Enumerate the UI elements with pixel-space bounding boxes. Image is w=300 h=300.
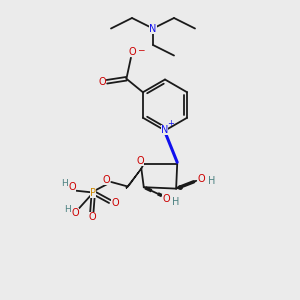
Text: O: O (111, 198, 119, 208)
Text: N: N (149, 23, 157, 34)
Text: H: H (172, 196, 179, 207)
Text: N: N (161, 125, 168, 135)
Text: O: O (88, 212, 96, 222)
Text: O: O (98, 77, 106, 87)
Text: H: H (64, 205, 70, 214)
Text: O: O (163, 194, 170, 204)
Text: O: O (129, 47, 136, 57)
Text: P: P (90, 188, 96, 197)
Text: H: H (61, 179, 68, 188)
Text: O: O (136, 156, 144, 167)
Text: +: + (167, 119, 174, 128)
Polygon shape (126, 169, 141, 188)
Text: O: O (68, 182, 76, 192)
Text: O: O (197, 174, 205, 184)
Text: −: − (137, 45, 144, 54)
Text: H: H (208, 176, 215, 186)
Text: O: O (102, 175, 110, 184)
Text: O: O (71, 208, 79, 218)
